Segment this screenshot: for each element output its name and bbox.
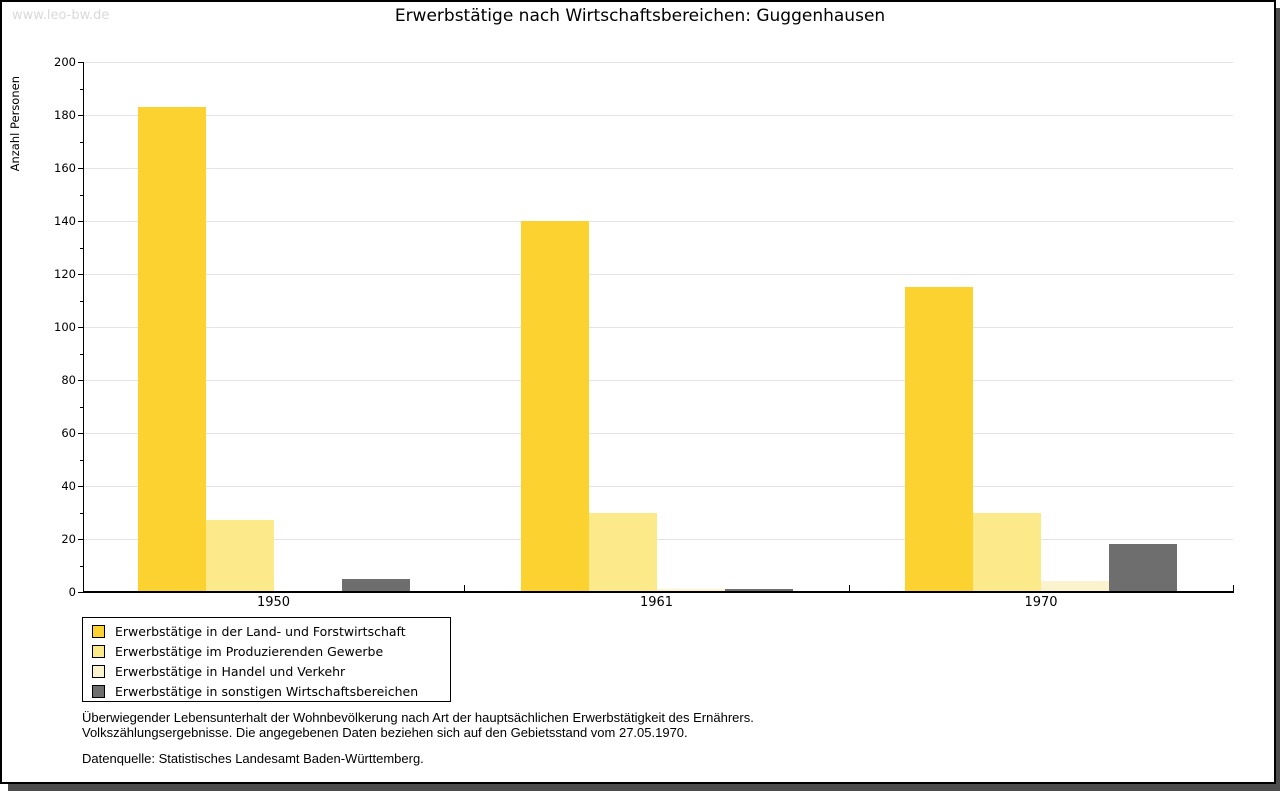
bar-1970-series-1 (905, 287, 973, 592)
chart-title: Erwerbstätige nach Wirtschaftsbereichen:… (394, 6, 886, 26)
legend-label-3: Erwerbstätige in Handel und Verkehr (115, 663, 346, 679)
y-tick-label-200: 200 (54, 55, 76, 69)
y-major-tick-20 (78, 539, 83, 540)
bar-1961-series-2 (588, 512, 657, 592)
y-major-tick-60 (78, 433, 83, 434)
gridline-60 (84, 433, 1233, 434)
footnote-line-1: Überwiegender Lebensunterhalt der Wohnbe… (82, 710, 754, 725)
gridline-160 (84, 168, 1233, 169)
bar-1950-series-4 (341, 578, 410, 592)
legend-swatch-4 (92, 684, 105, 698)
legend-row-2: Erwerbstätige im Produzierenden Gewerbe (83, 641, 450, 661)
legend-row-4: Erwerbstätige in sonstigen Wirtschaftsbe… (83, 681, 450, 701)
y-tick-label-20: 20 (61, 532, 76, 546)
gridline-120 (84, 274, 1233, 275)
y-minor-tick-130 (80, 247, 83, 249)
y-minor-tick-70 (80, 406, 83, 408)
data-source: Datenquelle: Statistisches Landesamt Bad… (82, 751, 424, 766)
y-tick-label-40: 40 (61, 479, 76, 493)
x-boundary-tick-2 (849, 585, 850, 592)
page-shadow-right (1276, 8, 1280, 791)
y-major-tick-40 (78, 486, 83, 487)
y-major-tick-160 (78, 168, 83, 169)
y-major-tick-140 (78, 221, 83, 222)
y-minor-tick-50 (80, 459, 83, 461)
site-watermark: www.leo-bw.de (12, 8, 110, 23)
bar-1970-series-3 (1041, 581, 1109, 592)
x-category-label-1970: 1970 (1024, 595, 1058, 610)
bar-1961-series-3 (656, 589, 725, 592)
y-tick-label-160: 160 (54, 161, 76, 175)
gridline-180 (84, 115, 1233, 116)
y-major-tick-120 (78, 274, 83, 275)
y-major-tick-0 (78, 592, 83, 593)
bar-1970-series-4 (1109, 544, 1177, 592)
footnote-line-2: Volkszählungsergebnisse. Die angegebenen… (82, 724, 688, 740)
y-axis-line (83, 62, 84, 592)
y-tick-label-80: 80 (61, 373, 76, 387)
y-tick-label-100: 100 (54, 320, 76, 334)
gridline-140 (84, 221, 1233, 222)
y-tick-label-0: 0 (68, 585, 76, 599)
gridline-80 (84, 380, 1233, 381)
x-category-label-1961: 1961 (639, 595, 674, 610)
x-boundary-tick-3 (1233, 585, 1234, 592)
gridline-40 (84, 486, 1233, 487)
chart-footnotes: Überwiegender Lebensunterhalt der Wohnbe… (82, 710, 754, 740)
bar-1950-series-1 (137, 107, 206, 592)
x-category-label-1950: 1950 (256, 595, 291, 610)
y-tick-label-120: 120 (54, 267, 76, 281)
y-major-tick-80 (78, 380, 83, 381)
y-minor-tick-30 (80, 512, 83, 514)
legend-swatch-3 (92, 664, 105, 678)
y-tick-label-60: 60 (61, 426, 76, 440)
y-major-tick-200 (78, 62, 83, 63)
x-axis-line (83, 591, 1234, 593)
y-minor-tick-90 (80, 353, 83, 355)
legend-label-4: Erwerbstätige in sonstigen Wirtschaftsbe… (115, 683, 419, 699)
legend-label-2: Erwerbstätige im Produzierenden Gewerbe (115, 643, 384, 659)
y-minor-tick-170 (80, 141, 83, 143)
y-minor-tick-110 (80, 300, 83, 302)
y-tick-label-180: 180 (54, 108, 76, 122)
legend-label-1: Erwerbstätige in der Land- und Forstwirt… (115, 623, 406, 639)
y-major-tick-180 (78, 115, 83, 116)
legend-row-1: Erwerbstätige in der Land- und Forstwirt… (83, 621, 450, 641)
legend-swatch-2 (92, 644, 105, 658)
bar-1950-series-2 (205, 520, 274, 592)
legend-row-3: Erwerbstätige in Handel und Verkehr (83, 661, 450, 681)
gridline-20 (84, 539, 1233, 540)
bar-1961-series-4 (724, 589, 793, 592)
y-axis-title: Anzahl Personen (8, 76, 22, 172)
x-boundary-tick-1 (464, 585, 465, 592)
legend-box: Erwerbstätige in der Land- und Forstwirt… (82, 617, 451, 702)
y-minor-tick-150 (80, 194, 83, 196)
bar-1970-series-2 (973, 512, 1041, 592)
y-minor-tick-190 (80, 88, 83, 90)
gridline-100 (84, 327, 1233, 328)
bar-1961-series-1 (520, 221, 589, 592)
y-tick-label-140: 140 (54, 214, 76, 228)
y-major-tick-100 (78, 327, 83, 328)
y-minor-tick-10 (80, 565, 83, 567)
legend-swatch-1 (92, 624, 105, 638)
page-shadow-bottom (8, 784, 1280, 791)
gridline-200 (84, 62, 1233, 63)
